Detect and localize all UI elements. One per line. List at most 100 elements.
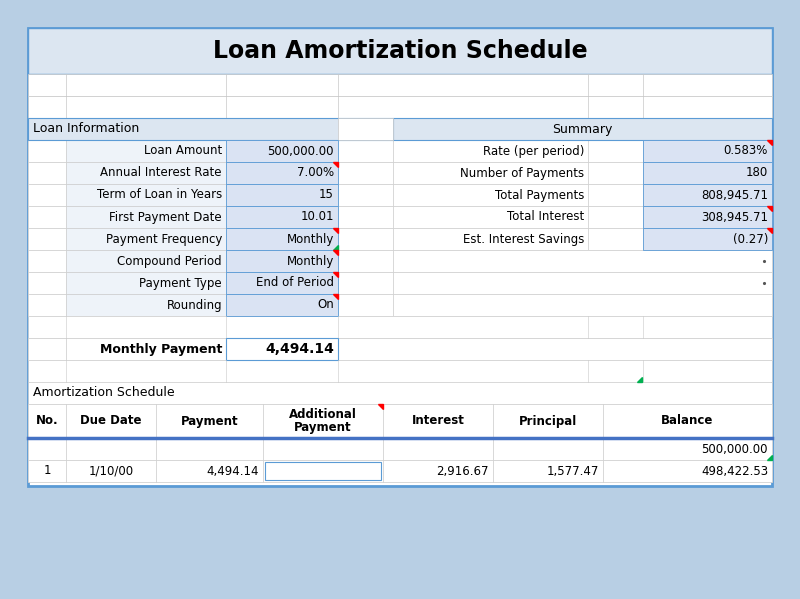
Bar <box>66 228 226 250</box>
Text: Annual Interest Rate: Annual Interest Rate <box>101 167 222 180</box>
Text: Principal: Principal <box>519 415 577 428</box>
Bar <box>265 462 381 480</box>
Text: 10.01: 10.01 <box>301 210 334 223</box>
Bar <box>493 438 603 460</box>
Bar <box>28 404 772 438</box>
Bar <box>28 228 66 250</box>
Text: Due Date: Due Date <box>80 415 142 428</box>
Bar <box>393 294 772 316</box>
Bar <box>28 206 66 228</box>
Bar <box>393 162 588 184</box>
Text: 4,494.14: 4,494.14 <box>265 342 334 356</box>
Polygon shape <box>378 404 383 409</box>
Text: Loan Information: Loan Information <box>33 123 139 135</box>
Polygon shape <box>767 228 772 233</box>
Bar <box>588 162 643 184</box>
Text: Rounding: Rounding <box>166 298 222 311</box>
Text: Payment Type: Payment Type <box>139 277 222 289</box>
Text: 2,916.67: 2,916.67 <box>437 464 489 477</box>
Bar <box>28 360 772 382</box>
Bar <box>338 294 393 316</box>
Text: No.: No. <box>36 415 58 428</box>
Bar <box>28 272 772 294</box>
Bar <box>393 272 772 294</box>
Bar <box>338 162 393 184</box>
Bar <box>28 272 66 294</box>
Bar <box>263 438 383 460</box>
Bar <box>66 206 226 228</box>
Bar <box>226 228 338 250</box>
Bar <box>603 404 772 438</box>
Text: On: On <box>318 298 334 311</box>
Polygon shape <box>637 377 642 382</box>
Text: (0.27): (0.27) <box>733 232 768 246</box>
Text: Total Interest: Total Interest <box>506 210 584 223</box>
Bar <box>28 184 66 206</box>
Bar <box>28 140 772 162</box>
Text: 808,945.71: 808,945.71 <box>701 189 768 201</box>
Bar <box>263 460 383 482</box>
Text: Payment: Payment <box>181 415 238 428</box>
Bar <box>643 162 772 184</box>
Bar <box>588 140 643 162</box>
Bar <box>338 184 393 206</box>
Bar <box>28 162 66 184</box>
Text: Payment: Payment <box>294 422 352 434</box>
Text: 498,422.53: 498,422.53 <box>701 464 768 477</box>
Bar <box>66 460 156 482</box>
Bar <box>383 438 493 460</box>
Text: Term of Loan in Years: Term of Loan in Years <box>97 189 222 201</box>
Bar <box>28 294 772 316</box>
Bar <box>28 250 772 272</box>
Bar <box>226 250 338 272</box>
Bar <box>603 438 772 460</box>
Bar <box>393 228 588 250</box>
Text: 15: 15 <box>319 189 334 201</box>
Bar <box>493 404 603 438</box>
Bar <box>643 140 772 162</box>
Bar <box>28 228 772 250</box>
Bar <box>28 184 772 206</box>
Bar <box>226 206 338 228</box>
Text: Payment Frequency: Payment Frequency <box>106 232 222 246</box>
Text: Amortization Schedule: Amortization Schedule <box>33 386 174 400</box>
Bar <box>66 162 226 184</box>
Bar <box>156 438 263 460</box>
Bar <box>338 250 393 272</box>
Bar <box>338 338 772 360</box>
Polygon shape <box>333 250 338 255</box>
Bar <box>66 272 226 294</box>
Bar <box>226 162 338 184</box>
Text: Monthly Payment: Monthly Payment <box>100 343 222 355</box>
Bar <box>226 338 338 360</box>
Bar <box>28 74 772 96</box>
Text: 308,945.71: 308,945.71 <box>701 210 768 223</box>
Bar <box>226 184 338 206</box>
Bar <box>66 140 226 162</box>
Bar <box>28 438 772 460</box>
Bar <box>28 28 772 74</box>
Bar <box>393 184 588 206</box>
Bar <box>28 460 66 482</box>
Bar <box>28 162 772 184</box>
Bar <box>28 118 772 140</box>
Bar <box>28 338 66 360</box>
Text: Number of Payments: Number of Payments <box>460 167 584 180</box>
Bar <box>263 404 383 438</box>
Bar <box>66 294 226 316</box>
Bar <box>156 460 263 482</box>
Bar <box>393 206 588 228</box>
Text: 500,000.00: 500,000.00 <box>267 144 334 158</box>
Bar <box>156 404 263 438</box>
Bar <box>28 118 393 140</box>
Bar <box>588 228 643 250</box>
Bar <box>588 206 643 228</box>
Bar <box>393 140 588 162</box>
Text: 1/10/00: 1/10/00 <box>89 464 134 477</box>
Bar <box>226 294 338 316</box>
Text: Summary: Summary <box>552 123 613 135</box>
Text: Compound Period: Compound Period <box>118 255 222 268</box>
Bar <box>66 404 156 438</box>
Bar <box>28 140 66 162</box>
Bar <box>338 272 393 294</box>
